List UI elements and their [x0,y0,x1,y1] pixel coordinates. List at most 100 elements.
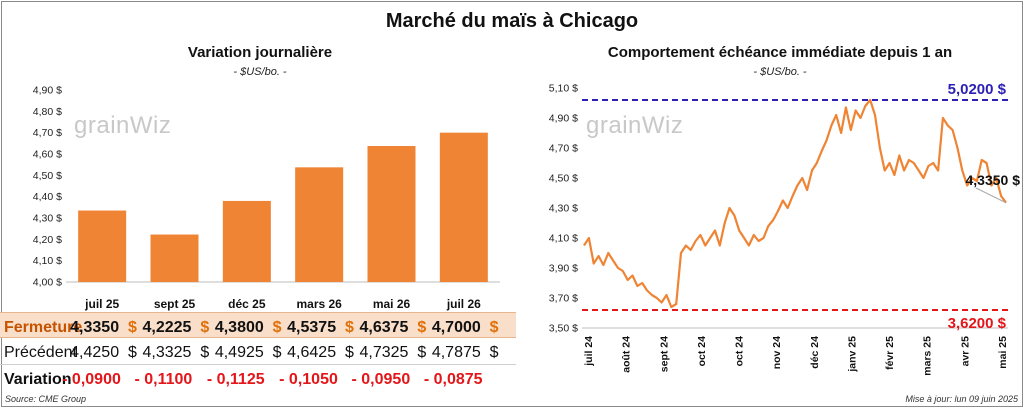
x-tick-label: sept 25 [154,297,196,311]
cell-unit: $ [480,344,499,361]
cell-value: 4,5375 [287,319,337,336]
row-label-fermeture: Fermeture [4,319,83,336]
cell-value: 4,7875 [431,344,481,361]
y-tick-label: 4,60 $ [33,149,62,161]
bar-sept-25 [150,234,199,282]
cell-unit: $ [408,319,427,336]
y-tick-label: 4,70 $ [33,127,62,139]
table-cell: 4,6425 $ [287,344,354,362]
table-cell: 4,7875 $ [431,344,499,362]
table-cell: 4,3350 $ [70,319,137,337]
x-tick-label: oct 24 [696,336,708,367]
y-tick-label: 4,20 $ [33,234,62,246]
left-chart-subtitle: - $US/bo. - [233,66,287,78]
table-cell: - 0,1125 [206,371,265,388]
cell-unit: $ [336,344,354,361]
y-tick-label: 4,30 $ [33,213,62,225]
table-cell: 4,7325 $ [359,344,427,362]
table-cell: - 0,0900 [62,371,121,388]
x-tick-label: oct 24 [734,336,746,367]
y-tick-label: 4,50 $ [33,170,62,182]
table-cell: 4,4250 $ [70,344,137,362]
cell-unit: $ [119,319,137,336]
y-tick-label: 4,40 $ [33,191,62,203]
x-tick-label: août 24 [621,336,633,373]
x-tick-label: juil 25 [84,297,119,311]
right-watermark: grainWiz [586,112,684,139]
cell-unit: $ [336,319,354,336]
table-cell: - 0,0950 [351,371,411,388]
x-tick-label: nov 24 [771,336,783,369]
cell-value: 4,6425 [287,344,337,361]
cell-unit: $ [263,344,282,361]
cell-unit: $ [119,344,137,361]
y-tick-label: 4,70 $ [549,143,578,155]
table-cell: - 0,0875 [423,371,483,388]
table-cell: 4,5375 $ [287,319,354,337]
cell-unit: $ [191,319,210,336]
low-label: 3,6200 $ [948,315,1007,332]
table-cell: 4,7000 $ [431,319,499,337]
y-tick-label: 3,90 $ [549,263,578,275]
table-cell: - 0,1050 [279,371,338,388]
cell-value: 4,7000 [431,319,481,336]
source-note: Source: CME Group [5,394,87,404]
cell-value: 4,6375 [359,319,409,336]
x-tick-label: juil 26 [446,297,481,311]
y-tick-label: 4,50 $ [549,173,578,185]
table-cell: 4,3800 $ [214,319,282,337]
x-tick-label: sept 24 [658,336,670,372]
y-tick-label: 5,10 $ [549,83,578,95]
x-tick-label: mai 25 [997,336,1009,369]
y-tick-label: 4,00 $ [33,277,62,289]
right-chart-subtitle: - $US/bo. - [753,66,807,78]
table-cell: 4,6375 $ [359,319,427,337]
main-title: Marché du maïs à Chicago [385,10,639,32]
y-tick-label: 4,10 $ [549,233,578,245]
right-chart-title: Comportement échéance immédiate depuis 1… [607,44,953,61]
y-tick-label: 3,50 $ [549,323,578,335]
table-cell: 4,4925 $ [214,344,282,362]
cell-value: 4,2225 [142,319,192,336]
price-series-line [583,98,1007,309]
row-label-precedent: Précédent [4,344,77,361]
x-tick-label: déc 24 [809,336,821,369]
table-row-precedent: Précédent 4,4250 $4,3325 $4,4925 $4,6425… [0,338,516,364]
last-value-label: 4,3350 $ [966,172,1021,188]
y-tick-label: 4,90 $ [549,113,578,125]
y-tick-label: 4,10 $ [33,255,62,267]
update-note: Mise à jour: lun 09 juin 2025 [905,394,1018,404]
bar-juil-25 [78,210,127,282]
table-row-fermeture: Fermeture 4,3350 $4,2225 $4,3800 $4,5375… [0,312,516,338]
left-watermark: grainWiz [74,112,172,139]
table-row-variation: Variation - 0,0900 - 0,1100 - 0,1125 - 0,10… [0,364,516,390]
bar-juil-26 [439,132,488,282]
left-bar-chart: 4,00 $ 4,10 $ 4,20 $ 4,30 $ 4,40 $ 4,50 $ 4,60… [33,85,500,311]
cell-value: 4,4250 [70,344,120,361]
cell-unit: $ [480,319,499,336]
x-tick-label: mars 25 [922,336,934,376]
cell-unit: $ [263,319,282,336]
row-label-variation: Variation [4,371,72,388]
x-tick-label: avr 25 [959,336,971,367]
table-cell: 4,3325 $ [142,344,210,362]
table-cell: 4,2225 $ [142,319,210,337]
x-tick-label: janv 25 [846,336,858,373]
left-chart-title: Variation journalière [187,44,333,61]
cell-value: 4,3325 [142,344,192,361]
table-cell: - 0,1100 [134,371,193,388]
cell-value: 4,3350 [70,319,120,336]
bar-déc-25 [222,200,271,282]
last-value-leader [975,187,1007,204]
cell-value: 4,7325 [359,344,409,361]
cell-value: 4,3800 [214,319,264,336]
bar-mars-26 [295,167,344,282]
x-tick-label: déc 25 [228,297,266,311]
y-tick-label: 4,90 $ [33,85,62,97]
bar-mai-26 [367,146,416,282]
cell-value: 4,4925 [214,344,264,361]
cell-unit: $ [408,344,427,361]
y-tick-label: 3,70 $ [549,293,578,305]
